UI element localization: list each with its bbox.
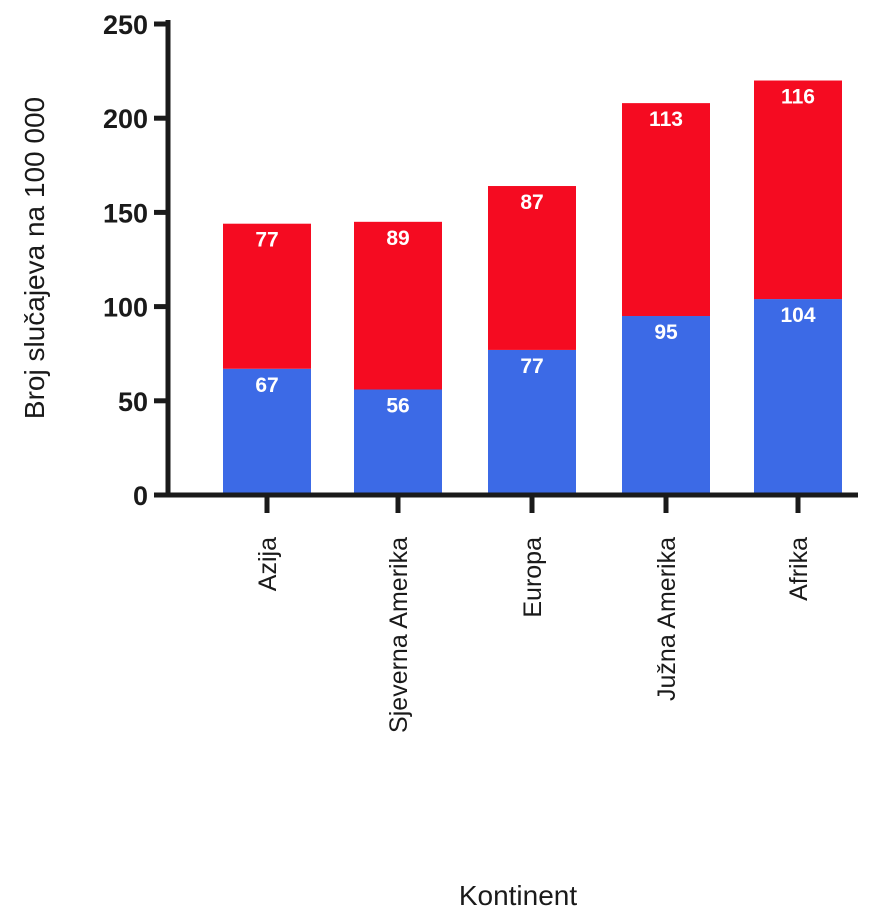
data-label-lower-0: 67 bbox=[255, 374, 278, 397]
bar-segment-lower-3 bbox=[622, 316, 710, 495]
x-tick-label-3: Južna Amerika bbox=[653, 537, 681, 701]
data-label-upper-4: 116 bbox=[781, 86, 815, 109]
x-tick-label-1: Sjeverna Amerika bbox=[385, 537, 413, 733]
data-label-lower-3: 95 bbox=[654, 321, 678, 344]
data-label-lower-4: 104 bbox=[780, 304, 815, 327]
bar-segment-lower-1 bbox=[354, 389, 442, 495]
y-axis-title: Broj slučajeva na 100 000 bbox=[19, 97, 50, 419]
bar-segment-upper-4 bbox=[754, 80, 842, 300]
x-tick-label-2: Europa bbox=[519, 537, 547, 618]
y-tick-label-50: 50 bbox=[118, 387, 148, 417]
bar-segment-upper-0 bbox=[223, 223, 311, 369]
data-labels-layer: 67 77 56 89 77 87 95 113 104 116 bbox=[255, 86, 816, 418]
bar-segment-lower-4 bbox=[754, 299, 842, 495]
bar-segment-upper-1 bbox=[354, 221, 442, 390]
x-tick-label-4: Afrika bbox=[785, 537, 813, 601]
data-label-upper-1: 89 bbox=[386, 227, 409, 250]
y-tick-label-0: 0 bbox=[133, 481, 148, 511]
y-tick-label-100: 100 bbox=[103, 293, 148, 323]
bar-segment-upper-3 bbox=[622, 103, 710, 317]
data-label-upper-2: 87 bbox=[520, 191, 543, 214]
bar-segment-upper-2 bbox=[488, 186, 576, 350]
x-tick-label-0: Azija bbox=[254, 537, 282, 591]
axes-layer: 0 50 100 150 200 250 Azija Sjeverna Amerika Euro… bbox=[103, 10, 858, 733]
y-tick-label-150: 150 bbox=[103, 198, 148, 228]
data-label-upper-0: 77 bbox=[255, 229, 278, 252]
y-tick-label-250: 250 bbox=[103, 10, 148, 40]
x-axis-title: Kontinent bbox=[459, 880, 578, 910]
bar-segment-lower-0 bbox=[223, 368, 311, 495]
bar-segment-lower-2 bbox=[488, 349, 576, 495]
data-label-lower-1: 56 bbox=[386, 394, 409, 417]
data-label-upper-3: 113 bbox=[649, 108, 683, 131]
data-label-lower-2: 77 bbox=[520, 355, 543, 378]
bars-layer bbox=[223, 80, 842, 495]
y-tick-label-200: 200 bbox=[103, 104, 148, 134]
